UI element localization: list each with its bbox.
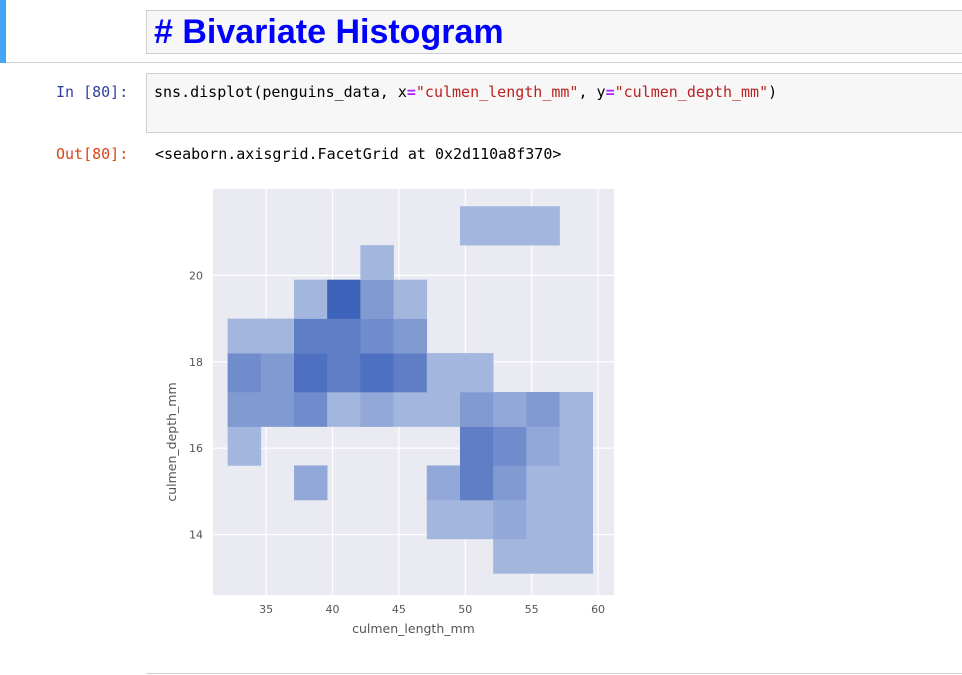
histogram-bin: [526, 392, 560, 427]
histogram-bin: [227, 318, 262, 354]
histogram-bin: [360, 392, 394, 427]
histogram-bin: [360, 353, 394, 393]
bivariate-histogram-chart: 35 40 45 50 55 60 14 16 18 20 culmen_length_mm c…: [164, 189, 614, 636]
histogram-bin: [327, 392, 361, 427]
histogram-bin: [493, 392, 527, 427]
x-tick-label: 55: [525, 603, 539, 616]
histogram-bin: [327, 318, 361, 354]
histogram-bins: [227, 206, 594, 574]
histogram-bin: [227, 426, 262, 466]
histogram-bin: [426, 392, 461, 427]
histogram-bin: [559, 392, 594, 427]
y-tick-label: 16: [189, 442, 203, 455]
histogram-bin: [260, 392, 295, 427]
code-operator: =: [406, 83, 416, 101]
histogram-bin: [360, 245, 394, 281]
y-tick-label: 14: [189, 529, 203, 542]
histogram-bin: [459, 465, 494, 501]
x-tick-labels: 35 40 45 50 55 60: [259, 603, 605, 616]
histogram-bin: [227, 392, 262, 427]
code-operator: =: [605, 83, 615, 101]
input-prompt: In [80]:: [56, 83, 129, 101]
histogram-bin: [559, 538, 594, 574]
histogram-bin: [559, 499, 594, 540]
histogram-bin: [459, 353, 494, 393]
histogram-bin: [393, 392, 428, 427]
code-editor[interactable]: sns.displot(penguins_data, x="culmen_len…: [146, 73, 962, 133]
x-tick-label: 60: [591, 603, 605, 616]
histogram-bin: [526, 499, 560, 540]
histogram-bin: [459, 499, 494, 540]
code-line: sns.displot(penguins_data, x="culmen_len…: [154, 82, 777, 102]
histogram-bin: [559, 426, 594, 466]
histogram-bin: [327, 279, 361, 319]
histogram-bin: [426, 499, 461, 540]
histogram-bin: [260, 318, 295, 354]
code-string: "culmen_length_mm": [415, 83, 579, 101]
selected-cell-frame: [6, 0, 962, 63]
histogram-bin: [426, 353, 461, 393]
histogram-bin: [459, 206, 494, 246]
histogram-bin: [393, 279, 428, 319]
code-text: ): [768, 83, 778, 101]
histogram-bin: [493, 426, 527, 466]
histogram-bin: [293, 353, 328, 393]
histogram-bin: [493, 465, 527, 501]
markdown-editor[interactable]: # Bivariate Histogram: [146, 10, 962, 54]
plot-output: 35 40 45 50 55 60 14 16 18 20 culmen_length_mm c…: [160, 185, 630, 659]
code-string: "culmen_depth_mm": [614, 83, 769, 101]
code-text: , y: [578, 83, 606, 101]
histogram-bin: [493, 538, 527, 574]
histogram-bin: [459, 392, 494, 427]
histogram-bin: [227, 353, 262, 393]
x-tick-label: 50: [458, 603, 472, 616]
histogram-bin: [260, 353, 295, 393]
x-tick-label: 45: [392, 603, 406, 616]
histogram-bin: [360, 318, 394, 354]
histogram-bin: [526, 206, 560, 246]
histogram-bin: [493, 206, 527, 246]
y-tick-labels: 14 16 18 20: [189, 269, 203, 541]
markdown-heading-text: # Bivariate Histogram: [154, 13, 504, 51]
code-text: sns.displot(penguins_data, x: [154, 83, 407, 101]
x-tick-label: 35: [259, 603, 273, 616]
x-tick-label: 40: [326, 603, 340, 616]
x-axis-label: culmen_length_mm: [352, 621, 475, 636]
histogram-bin: [293, 392, 328, 427]
histogram-bin: [526, 465, 560, 501]
histogram-bin: [426, 465, 461, 501]
output-text: <seaborn.axisgrid.FacetGrid at 0x2d110a8…: [155, 145, 562, 163]
histogram-bin: [493, 499, 527, 540]
cell-divider: [146, 673, 962, 674]
y-tick-label: 20: [189, 269, 203, 282]
histogram-bin: [393, 353, 428, 393]
output-prompt: Out[80]:: [56, 145, 129, 163]
histogram-bin: [526, 426, 560, 466]
y-tick-label: 18: [189, 356, 203, 369]
histogram-bin: [559, 465, 594, 501]
histogram-bin: [526, 538, 560, 574]
histogram-bin: [293, 465, 328, 501]
histogram-bin: [459, 426, 494, 466]
histogram-bin: [360, 279, 394, 319]
histogram-bin: [293, 318, 328, 354]
markdown-cell[interactable]: # Bivariate Histogram: [0, 0, 962, 63]
y-axis-label: culmen_depth_mm: [164, 382, 179, 501]
histogram-bin: [293, 279, 328, 319]
cell-selection-bar: [0, 0, 6, 63]
histogram-bin: [393, 318, 428, 354]
histogram-bin: [327, 353, 361, 393]
